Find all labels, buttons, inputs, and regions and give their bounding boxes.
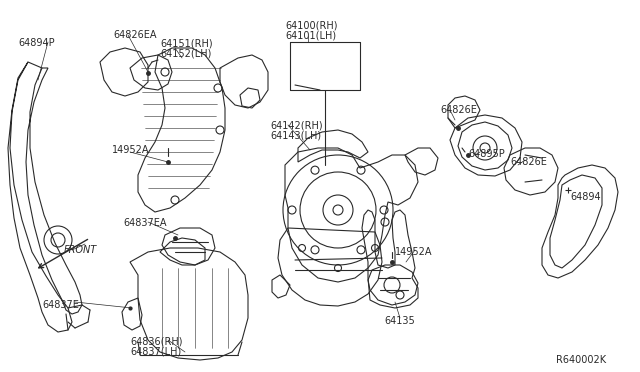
Text: 64826EA: 64826EA	[113, 30, 157, 40]
Text: 64826E: 64826E	[510, 157, 547, 167]
Text: 64837(LH): 64837(LH)	[130, 347, 181, 357]
Text: 64837E: 64837E	[42, 300, 79, 310]
Text: FRONT: FRONT	[64, 245, 97, 255]
Text: 64836(RH): 64836(RH)	[130, 336, 182, 346]
Text: 64151(RH): 64151(RH)	[160, 38, 212, 48]
Text: 64837EA: 64837EA	[123, 218, 166, 228]
Text: R640002K: R640002K	[556, 355, 606, 365]
Text: 64894: 64894	[570, 192, 600, 202]
Text: 64895P: 64895P	[468, 149, 505, 159]
Text: 64826E: 64826E	[440, 105, 477, 115]
Text: 64152(LH): 64152(LH)	[160, 49, 211, 59]
Text: 14952A: 14952A	[112, 145, 150, 155]
Text: 64100(RH): 64100(RH)	[285, 20, 337, 30]
Text: 64142(RH): 64142(RH)	[270, 120, 323, 130]
Text: 64101(LH): 64101(LH)	[285, 31, 336, 41]
Text: 14952A: 14952A	[395, 247, 433, 257]
Text: 64135: 64135	[384, 316, 415, 326]
Text: 64894P: 64894P	[18, 38, 54, 48]
Text: 64143(LH): 64143(LH)	[270, 131, 321, 141]
